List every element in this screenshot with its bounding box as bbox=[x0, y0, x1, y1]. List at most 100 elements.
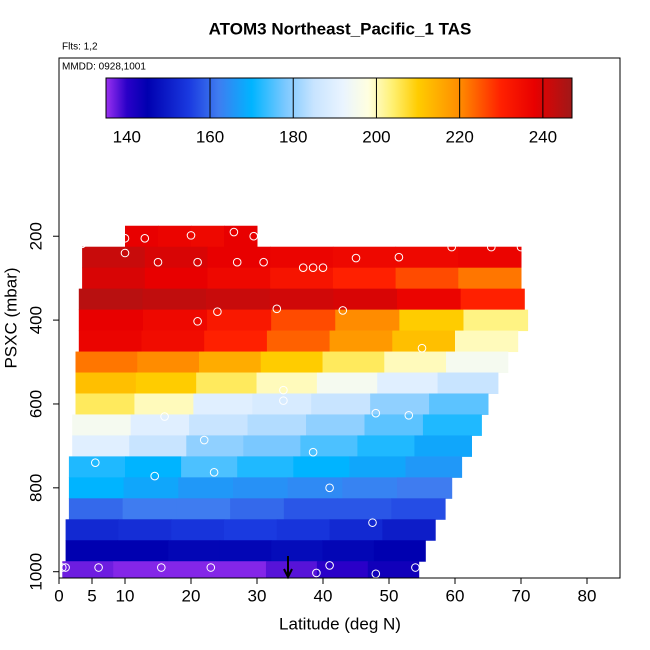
flight-point bbox=[232, 257, 242, 267]
heatmap-cell bbox=[332, 246, 397, 269]
heatmap-cell bbox=[316, 561, 369, 578]
flight-point bbox=[318, 263, 328, 272]
flight-point bbox=[77, 239, 87, 249]
heatmap-cell bbox=[329, 330, 393, 353]
heatmap-cell bbox=[75, 393, 135, 415]
flight-point bbox=[120, 248, 130, 258]
subtitle: Flts: 1,2 bbox=[62, 42, 98, 53]
flight-point bbox=[157, 563, 166, 572]
heatmap-cell bbox=[287, 477, 343, 499]
colorbar-tick-label: 180 bbox=[279, 127, 307, 146]
flight-point bbox=[312, 568, 321, 578]
flight-point bbox=[249, 231, 258, 241]
heatmap-cell bbox=[125, 456, 182, 478]
flight-point bbox=[186, 231, 196, 240]
heatmap-cell bbox=[384, 351, 447, 374]
x-axis-label: Latitude (deg N) bbox=[279, 614, 401, 633]
heatmap-cell bbox=[422, 414, 482, 436]
colorbar-tick-label: 220 bbox=[445, 127, 473, 146]
heatmap-cell bbox=[337, 498, 392, 520]
heatmap-cell bbox=[72, 414, 132, 436]
heatmap-cell bbox=[391, 498, 446, 520]
flight-point bbox=[71, 281, 80, 291]
heatmap-cell bbox=[164, 561, 216, 578]
heatmap-cell bbox=[269, 288, 334, 311]
x-tick-label: 70 bbox=[512, 586, 531, 605]
heatmap-cell bbox=[437, 372, 499, 394]
heatmap-cell bbox=[458, 246, 522, 269]
flight-point bbox=[516, 242, 526, 252]
heatmap-cell bbox=[68, 477, 125, 499]
heatmap-cell bbox=[204, 330, 268, 353]
heatmap-cell bbox=[276, 519, 331, 541]
flight-point bbox=[308, 447, 318, 457]
x-tick-label: 80 bbox=[578, 586, 597, 605]
y-tick-label: 800 bbox=[26, 474, 45, 502]
heatmap-cell bbox=[397, 288, 462, 311]
flight-point bbox=[140, 234, 150, 243]
heatmap-cell bbox=[265, 561, 318, 578]
flight-point bbox=[213, 307, 222, 317]
heatmap-cell bbox=[199, 351, 262, 374]
heatmap-cell bbox=[266, 330, 331, 353]
heatmap-cell bbox=[329, 519, 383, 541]
heatmap-cell bbox=[232, 477, 289, 499]
heatmap-cell bbox=[142, 309, 208, 332]
flight-point bbox=[325, 561, 334, 570]
flight-point bbox=[160, 412, 169, 421]
flight-point bbox=[259, 257, 268, 267]
flight-point bbox=[487, 242, 496, 252]
heatmap-cell bbox=[316, 372, 378, 394]
flight-point bbox=[229, 227, 239, 237]
flight-point bbox=[150, 471, 159, 481]
heatmap-cell bbox=[68, 456, 126, 478]
heatmap-cell bbox=[333, 288, 398, 311]
flight-point bbox=[59, 563, 67, 572]
heatmap-cell bbox=[72, 435, 130, 457]
heatmap-cell bbox=[322, 540, 375, 562]
y-tick-label: 400 bbox=[26, 306, 45, 334]
heatmap-cell bbox=[237, 456, 294, 478]
x-tick-label: 10 bbox=[116, 586, 135, 605]
heatmap-cell bbox=[224, 225, 258, 248]
heatmap-cell bbox=[373, 540, 426, 562]
heatmap-cell bbox=[207, 309, 272, 332]
heatmap-cell bbox=[219, 540, 272, 562]
heatmap-cell bbox=[68, 498, 124, 520]
heatmap-cell bbox=[370, 393, 430, 415]
heatmap-cell bbox=[144, 267, 208, 290]
heatmap-cell bbox=[135, 372, 197, 394]
heatmap-cell bbox=[247, 414, 307, 436]
heatmap-cell bbox=[377, 372, 439, 394]
heatmap-cell bbox=[260, 351, 324, 374]
heatmap-cell bbox=[181, 456, 238, 478]
x-tick-label: 20 bbox=[182, 586, 201, 605]
heatmap-cell bbox=[137, 351, 200, 374]
x-tick-label: 5 bbox=[87, 586, 96, 605]
y-tick-label: 1000 bbox=[26, 553, 45, 591]
heatmap-cell bbox=[62, 561, 114, 578]
heatmap-cell bbox=[75, 351, 138, 374]
heatmap-cell bbox=[270, 246, 334, 269]
heatmap-cell bbox=[142, 288, 207, 311]
flight-point bbox=[371, 408, 381, 418]
heatmap-cell bbox=[271, 309, 336, 332]
heatmap-cell bbox=[158, 225, 192, 248]
x-tick-label: 40 bbox=[314, 586, 333, 605]
x-tick-label: 50 bbox=[380, 586, 399, 605]
heatmap-cell bbox=[357, 435, 415, 457]
heatmap-cell bbox=[455, 330, 519, 353]
heatmap-cell bbox=[78, 288, 143, 311]
heatmap-cell bbox=[367, 561, 420, 578]
heatmap-cell bbox=[243, 435, 301, 457]
colorbar-tick-label: 200 bbox=[362, 127, 390, 146]
flight-point bbox=[209, 468, 219, 477]
y-tick-label: 600 bbox=[26, 390, 45, 418]
heatmap-cell bbox=[460, 288, 525, 311]
heatmap-cell bbox=[414, 435, 472, 457]
heatmap-cell bbox=[144, 246, 208, 269]
flight-point bbox=[351, 253, 361, 263]
heatmap-cell bbox=[382, 519, 436, 541]
heatmap-cell bbox=[230, 498, 285, 520]
